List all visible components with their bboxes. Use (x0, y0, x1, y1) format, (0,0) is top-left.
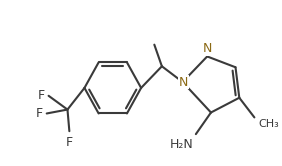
Text: H₂N: H₂N (170, 138, 194, 151)
Text: N: N (179, 76, 188, 88)
Text: N: N (202, 42, 212, 55)
Text: F: F (38, 89, 45, 102)
Text: CH₃: CH₃ (258, 119, 279, 129)
Text: F: F (36, 107, 43, 120)
Text: F: F (66, 136, 73, 149)
